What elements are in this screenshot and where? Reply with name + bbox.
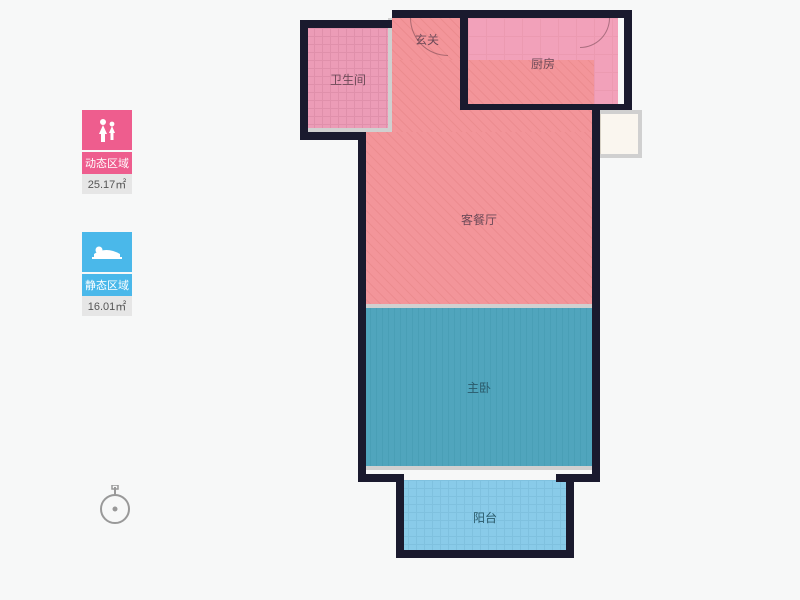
- wall: [592, 158, 600, 482]
- wall: [396, 550, 574, 558]
- compass-icon: [97, 485, 133, 532]
- wall: [592, 110, 600, 160]
- wall-grey: [364, 304, 594, 308]
- room-living_upper: [392, 60, 594, 132]
- wall: [300, 132, 364, 140]
- wall: [566, 474, 574, 558]
- legend-icon-static: [82, 232, 132, 272]
- room-bedroom: 主卧: [364, 308, 594, 466]
- room-label-kitchen: 厨房: [531, 55, 555, 72]
- wall: [460, 104, 632, 110]
- room-balcony: 阳台: [400, 480, 570, 555]
- room-label-bedroom: 主卧: [467, 379, 491, 396]
- floorplan: 卫生间玄关厨房客餐厅主卧阳台: [300, 10, 760, 590]
- wall-grey: [638, 110, 642, 158]
- legend-panel: 动态区域 25.17㎡ 静态区域 16.01㎡: [77, 110, 137, 354]
- legend-label-static: 静态区域: [82, 274, 132, 296]
- room-bathroom: 卫生间: [306, 28, 390, 130]
- room-label-living: 客餐厅: [461, 211, 497, 228]
- wall: [300, 20, 308, 140]
- legend-icon-dynamic: [82, 110, 132, 150]
- wall: [396, 474, 404, 558]
- zone-overlay-dynamic: [392, 60, 594, 132]
- wall: [460, 10, 468, 108]
- room-living: 客餐厅: [364, 130, 594, 308]
- wall-grey: [598, 110, 642, 114]
- wall: [624, 10, 632, 110]
- legend-item-static: 静态区域 16.01㎡: [77, 232, 137, 316]
- wall: [300, 20, 392, 28]
- wall: [358, 132, 366, 482]
- room-label-bathroom: 卫生间: [330, 71, 366, 88]
- room-label-balcony: 阳台: [473, 509, 497, 526]
- wall-grey: [598, 154, 642, 158]
- legend-item-dynamic: 动态区域 25.17㎡: [77, 110, 137, 194]
- legend-label-dynamic: 动态区域: [82, 152, 132, 174]
- wall-grey: [388, 18, 392, 132]
- legend-value-dynamic: 25.17㎡: [82, 174, 132, 194]
- legend-value-static: 16.01㎡: [82, 296, 132, 316]
- wall-grey: [364, 466, 594, 470]
- niche: [600, 110, 640, 158]
- wall: [392, 10, 632, 18]
